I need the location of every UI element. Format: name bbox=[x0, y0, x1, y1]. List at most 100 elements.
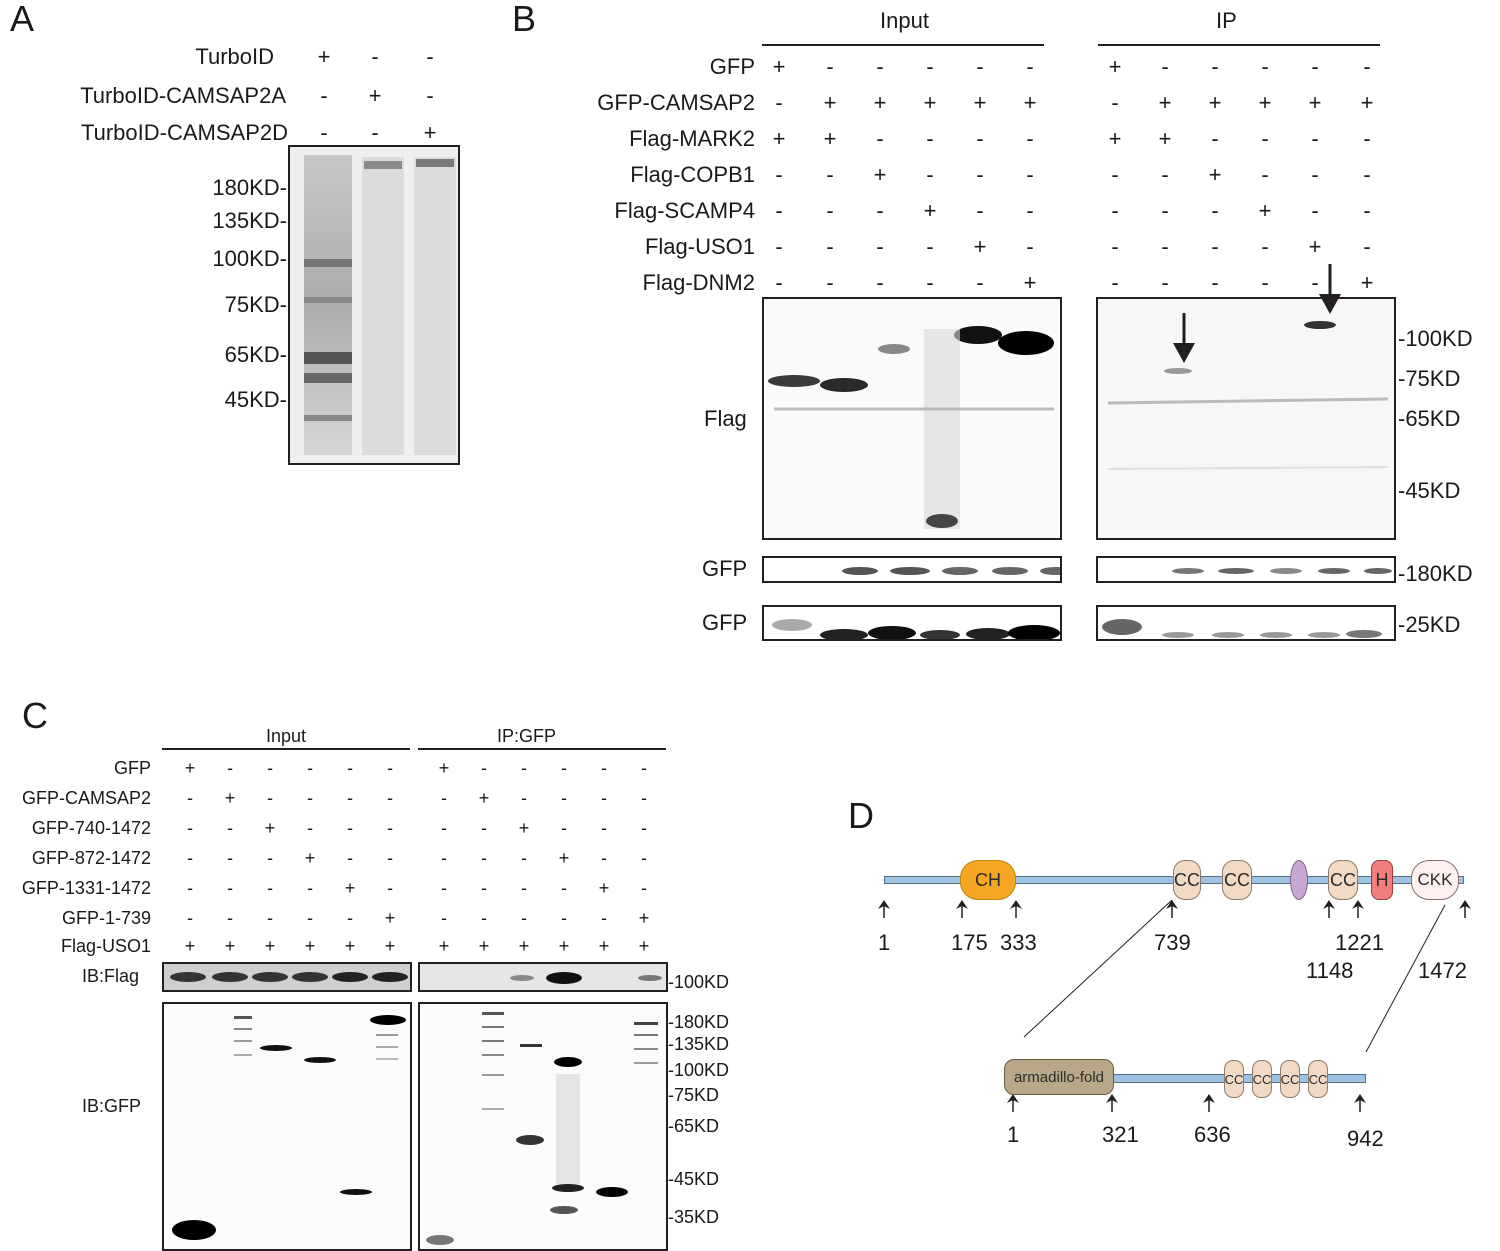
panel-c-letter: C bbox=[22, 695, 48, 736]
panel-b-input-sign: - bbox=[976, 126, 984, 151]
cc-domain: CC bbox=[1328, 860, 1358, 900]
panel-c-input-sign: - bbox=[227, 758, 233, 778]
panel-c-input-sign: - bbox=[347, 848, 353, 868]
position-arrow-icon bbox=[956, 900, 968, 918]
panel-b-input-sign: - bbox=[1026, 54, 1034, 79]
panel-b-input-sign: - bbox=[826, 270, 834, 295]
panel-c-ip-sign: - bbox=[601, 818, 607, 838]
panel-b-input-sign: - bbox=[775, 162, 783, 187]
position-arrow-icon bbox=[1323, 900, 1335, 918]
panel-b-input-sign: - bbox=[926, 162, 934, 187]
panel-c-ip-sign: - bbox=[441, 848, 447, 868]
panel-b-ip-sign: - bbox=[1311, 54, 1319, 79]
panel-c-input-sign: - bbox=[347, 818, 353, 838]
panel-a-marker: 75KD- bbox=[224, 292, 287, 317]
panel-c-ip-gfp-blot bbox=[418, 1002, 668, 1251]
panel-c-input-sign: - bbox=[227, 818, 233, 838]
panel-b-input-sign: + bbox=[973, 90, 987, 115]
position-label: 636 bbox=[1194, 1122, 1231, 1147]
panel-c-input-sign: - bbox=[307, 908, 313, 928]
panel-c-ip-sign: - bbox=[561, 908, 567, 928]
panel-b-ip-sign: - bbox=[1363, 126, 1371, 151]
panel-b-input-sign: - bbox=[876, 54, 884, 79]
panel-c-ip-sign: - bbox=[601, 758, 607, 778]
panel-c-input-sign: - bbox=[267, 908, 273, 928]
panel-b-row-label: Flag-SCAMP4 bbox=[614, 198, 755, 223]
panel-c-ip-rule bbox=[418, 748, 666, 750]
panel-b-input-sign: - bbox=[926, 234, 934, 259]
panel-b-input-sign: - bbox=[976, 270, 984, 295]
panel-b-ip-sign: + bbox=[1360, 90, 1374, 115]
panel-a-sign: - bbox=[320, 83, 328, 108]
panel-a-sign: + bbox=[317, 44, 331, 69]
panel-c-ip-sign: - bbox=[441, 908, 447, 928]
panel-b-input-gfp-top-blot bbox=[762, 556, 1062, 583]
panel-b-ip-sign: - bbox=[1261, 234, 1269, 259]
armadillo-fold-domain: armadillo-fold bbox=[1004, 1059, 1114, 1095]
panel-c-input-sign: - bbox=[267, 878, 273, 898]
panel-c-ip-sign: - bbox=[641, 818, 647, 838]
panel-b-group-input: Input bbox=[880, 8, 929, 33]
panel-c-input-sign: + bbox=[224, 936, 236, 956]
panel-c-input-sign: - bbox=[187, 878, 193, 898]
panel-a-marker: 100KD- bbox=[212, 246, 287, 271]
cc-domain: CC bbox=[1222, 860, 1252, 900]
panel-b-ip-sign: - bbox=[1311, 270, 1319, 295]
panel-c-input-sign: + bbox=[184, 758, 196, 778]
position-arrow-icon bbox=[1354, 1094, 1366, 1112]
h-domain: H bbox=[1371, 860, 1393, 900]
panel-c-input-sign: + bbox=[344, 936, 356, 956]
panel-b-input-sign: - bbox=[876, 234, 884, 259]
panel-a-row-label: TurboID-CAMSAP2D bbox=[80, 120, 288, 145]
panel-b-ip-sign: + bbox=[1108, 54, 1122, 79]
panel-b-ip-sign: - bbox=[1111, 234, 1119, 259]
panel-b-ip-sign: - bbox=[1211, 126, 1219, 151]
panel-b-row-label: Flag-USO1 bbox=[644, 234, 755, 259]
panel-b-input-sign: - bbox=[876, 198, 884, 223]
panel-b-input-sign: - bbox=[826, 54, 834, 79]
panel-c-input-sign: + bbox=[304, 848, 316, 868]
panel-b-marker: -180KD bbox=[1398, 561, 1473, 586]
panel-b-input-sign: - bbox=[926, 126, 934, 151]
panel-a-sign: - bbox=[426, 83, 434, 108]
panel-c-marker: -65KD bbox=[668, 1116, 720, 1136]
panel-b-input-sign: - bbox=[1026, 126, 1034, 151]
panel-c-ip-sign: - bbox=[441, 788, 447, 808]
panel-c-row-label: GFP-1331-1472 bbox=[21, 878, 151, 898]
panel-c-ip-sign: - bbox=[601, 788, 607, 808]
panel-b-row-label: Flag-DNM2 bbox=[642, 270, 755, 295]
panel-b-input-sign: - bbox=[775, 90, 783, 115]
panel-c-marker: -100KD bbox=[668, 972, 730, 992]
panel-c-input-sign: - bbox=[267, 788, 273, 808]
panel-a-sign: - bbox=[320, 120, 328, 145]
panel-b-row-label: Flag-MARK2 bbox=[629, 126, 755, 151]
panel-c-input-sign: + bbox=[384, 936, 396, 956]
panel-c-ip-sign: + bbox=[558, 936, 570, 956]
panel-c-input-sign: - bbox=[267, 758, 273, 778]
panel-b-input-sign: - bbox=[976, 54, 984, 79]
panel-c-ip-sign: - bbox=[521, 758, 527, 778]
panel-b-ip-sign: - bbox=[1261, 162, 1269, 187]
panel-c-marker: -45KD bbox=[668, 1169, 720, 1189]
panel-b-input-sign: - bbox=[976, 162, 984, 187]
panel-b-marker: -75KD bbox=[1398, 366, 1461, 391]
panel-b-ip-sign: - bbox=[1261, 126, 1269, 151]
panel-c-ip-sign: - bbox=[481, 878, 487, 898]
panel-b-ip-sign: + bbox=[1360, 270, 1374, 295]
panel-b-group-ip: IP bbox=[1216, 8, 1237, 33]
position-label: 739 bbox=[1154, 930, 1191, 955]
panel-b-ip-sign: - bbox=[1211, 270, 1219, 295]
panel-a-marker: 135KD- bbox=[212, 208, 287, 233]
panel-b-ip-gfp-top-blot bbox=[1096, 556, 1396, 583]
panel-c-input-sign: - bbox=[387, 878, 393, 898]
ch-domain: CH bbox=[960, 860, 1016, 900]
panel-c-ip-sign: - bbox=[561, 788, 567, 808]
panel-b-input-sign: - bbox=[775, 234, 783, 259]
panel-c-ip-sign: - bbox=[601, 908, 607, 928]
panel-c-input-sign: - bbox=[347, 908, 353, 928]
panel-c-ip-sign: + bbox=[598, 936, 610, 956]
position-arrow-icon bbox=[1459, 900, 1471, 918]
panel-c-input-sign: + bbox=[344, 878, 356, 898]
panel-c-ip-sign: + bbox=[518, 936, 530, 956]
